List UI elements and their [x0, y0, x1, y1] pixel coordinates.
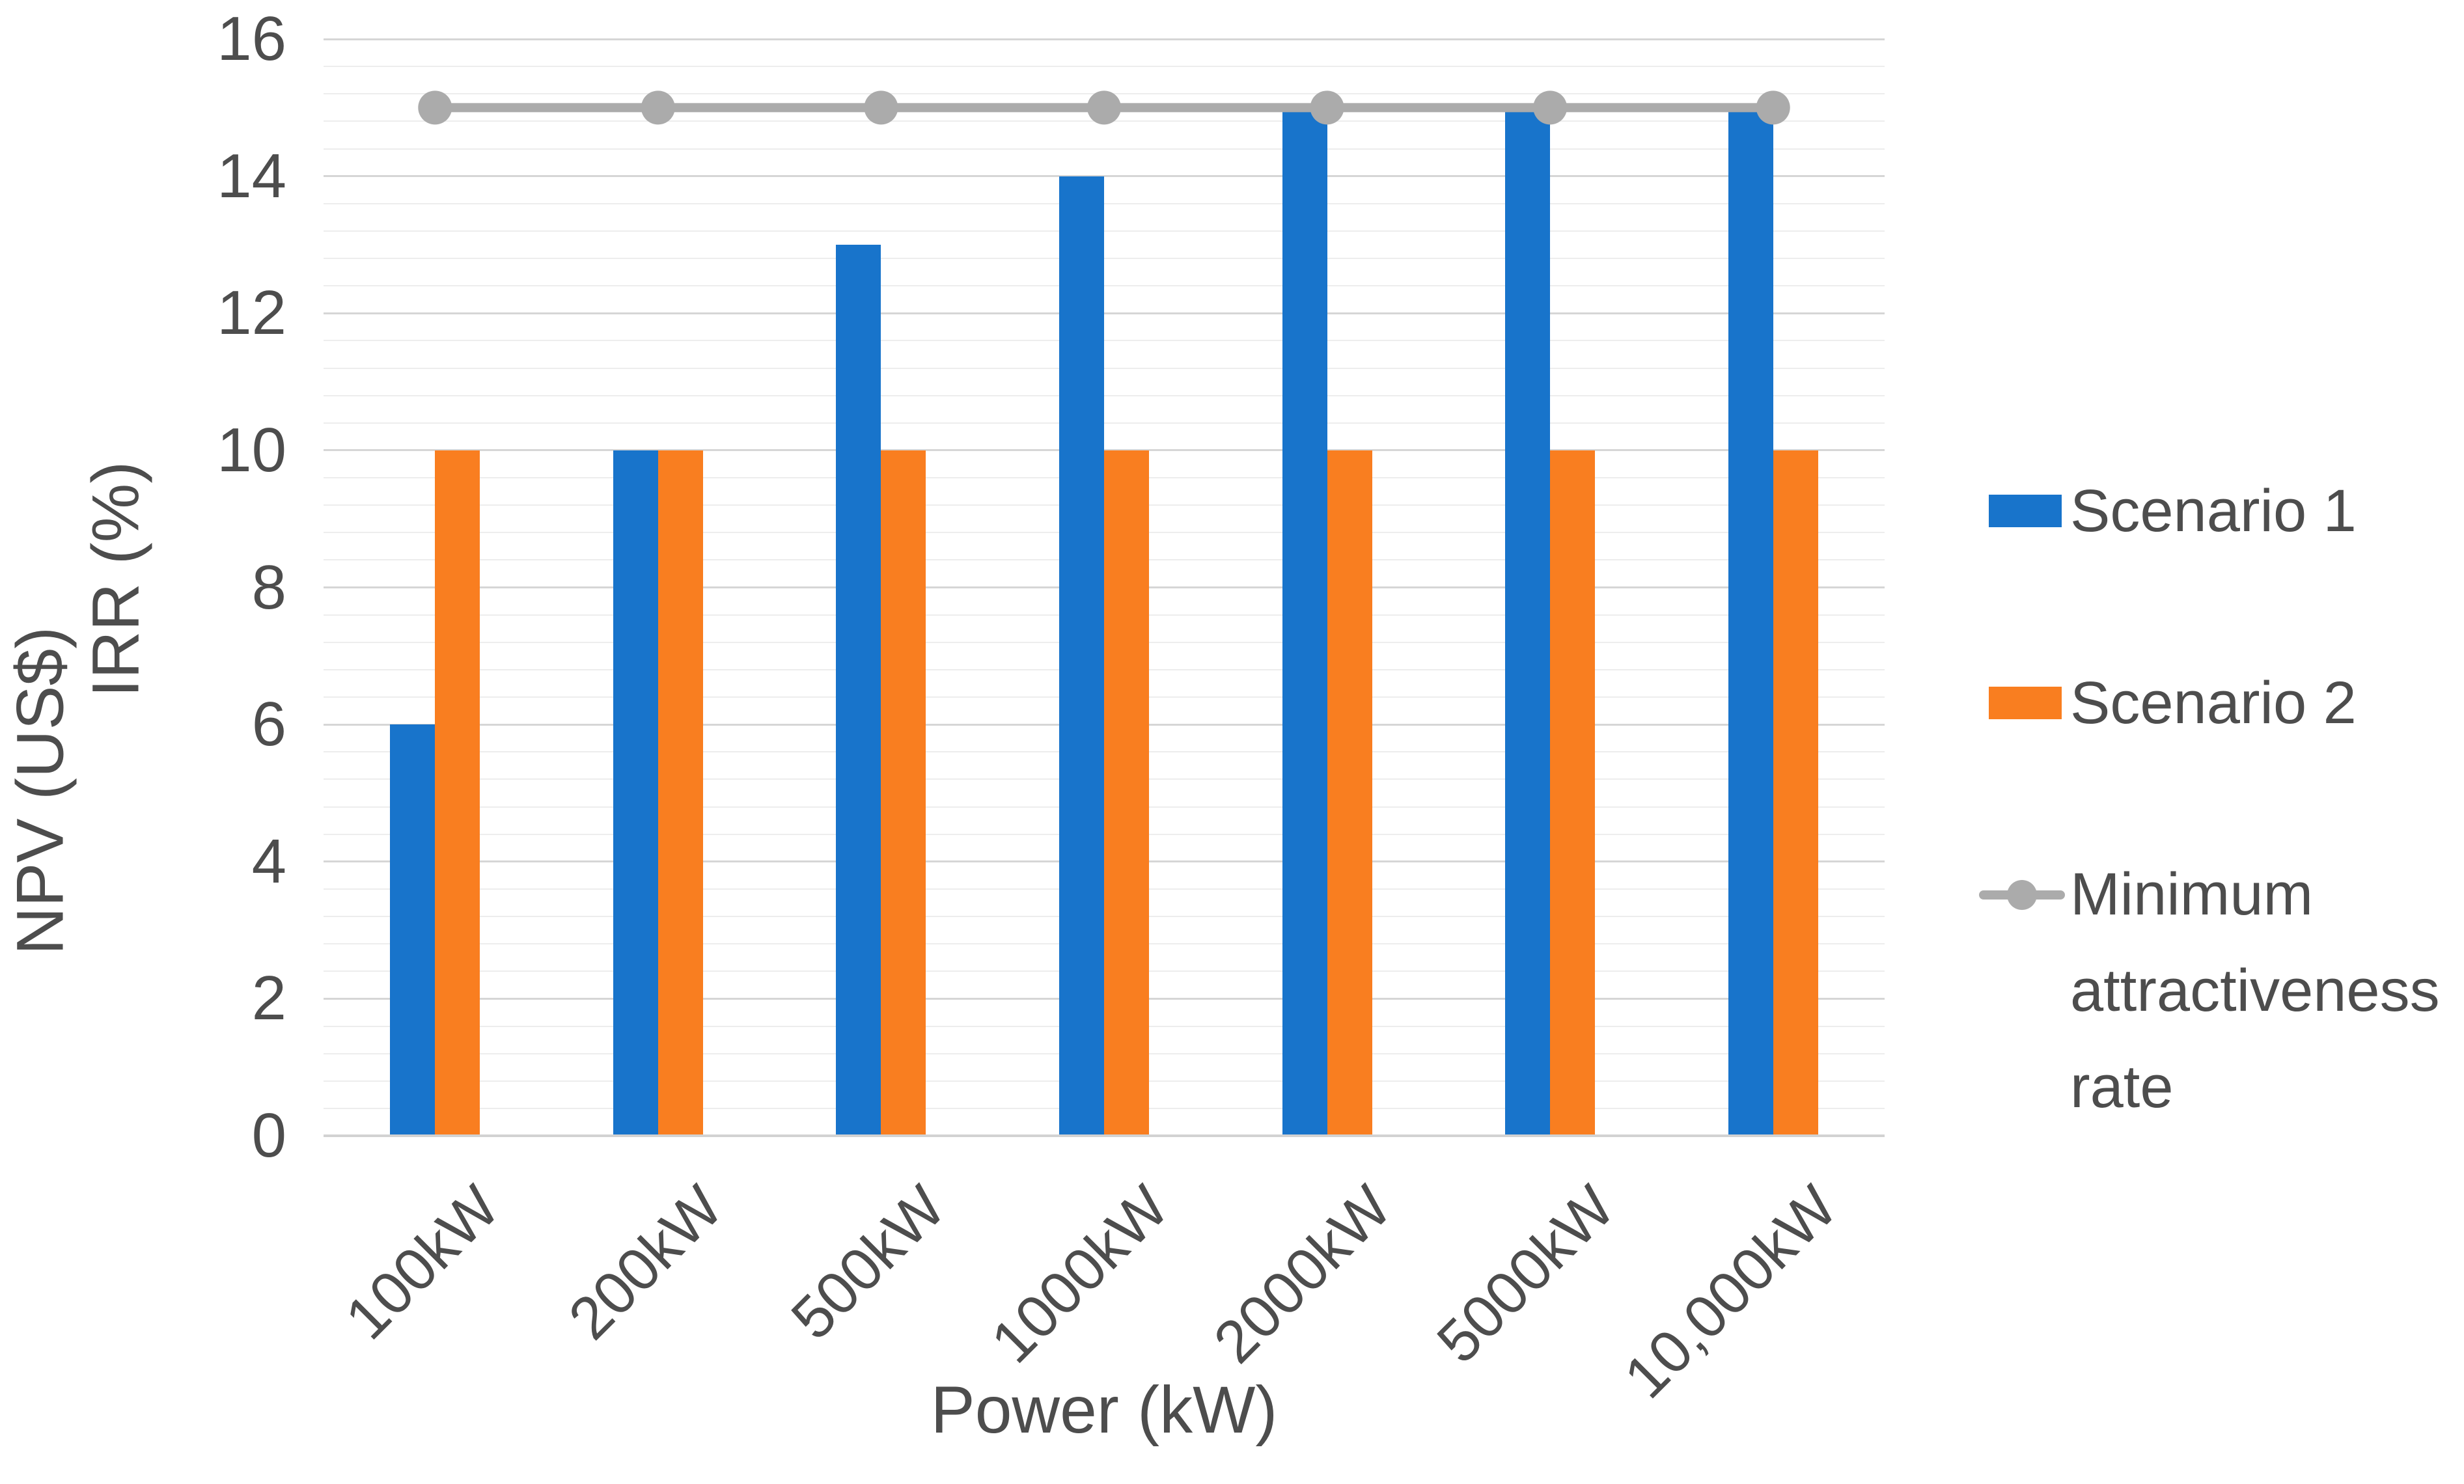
y-tick-label: 16	[217, 4, 286, 74]
line-marker-icon	[1087, 90, 1121, 125]
x-tick-label: 5000kW	[1424, 1173, 1627, 1376]
bar-scenario-2-100kW	[435, 450, 480, 1136]
gridline-major	[324, 175, 1885, 178]
y-tick-label: 2	[251, 963, 286, 1034]
y-tick-label: 14	[217, 141, 286, 211]
bar-scenario-1-500kW	[836, 244, 881, 1136]
bar-scenario-1-200kW	[613, 450, 658, 1136]
gridline-major	[324, 38, 1885, 40]
y-tick-label: 8	[251, 552, 286, 622]
y-axis-title-irr: IRR (%)	[78, 461, 153, 698]
y-tick-label: 0	[251, 1101, 286, 1170]
gridline-minor	[324, 66, 1885, 68]
bar-scenario-2-200kW	[658, 450, 703, 1136]
line-marker-icon	[641, 90, 675, 125]
gridline-minor	[324, 230, 1885, 232]
bar-scenario-1-2000kW	[1282, 107, 1327, 1136]
bar-scenario-1-100kW	[390, 724, 436, 1136]
legend-label-minimum-attractiveness-rate: Minimum attractiveness rate	[2070, 861, 2440, 1120]
gridline-minor	[324, 340, 1885, 342]
bar-scenario-2-10,000kW	[1773, 450, 1818, 1136]
x-tick-label: 200kW	[556, 1173, 735, 1353]
line-marker-icon	[418, 90, 452, 125]
legend-label-scenario-1: Scenario 1	[2070, 478, 2357, 544]
x-tick-label: 2000kW	[1201, 1173, 1404, 1376]
gridline-minor	[324, 394, 1885, 396]
y-tick-label: 6	[251, 689, 286, 760]
bar-scenario-1-5000kW	[1505, 107, 1551, 1136]
y-tick-label: 12	[217, 278, 286, 348]
gridline-minor	[324, 367, 1885, 369]
x-tick-label: 500kW	[779, 1173, 958, 1353]
y-tick-label: 4	[251, 826, 286, 896]
legend-line-marker-icon	[2007, 880, 2037, 910]
gridline-major	[324, 312, 1885, 314]
bar-scenario-2-500kW	[881, 450, 926, 1136]
gridline-minor	[324, 202, 1885, 204]
line-marker-icon	[864, 90, 898, 125]
x-axis-line	[324, 1134, 1885, 1137]
legend-swatch-scenario-2	[1989, 687, 2062, 719]
x-tick-label: 10,000kW	[1612, 1173, 1850, 1411]
x-axis-title: Power (kW)	[930, 1373, 1278, 1447]
gridline-minor	[324, 148, 1885, 150]
bar-scenario-2-5000kW	[1550, 450, 1596, 1136]
gridline-minor	[324, 120, 1885, 122]
y-tick-label: 10	[217, 415, 286, 485]
bar-scenario-1-10,000kW	[1728, 107, 1773, 1136]
legend-label-scenario-2: Scenario 2	[2070, 670, 2357, 736]
gridline-minor	[324, 285, 1885, 287]
bar-scenario-2-2000kW	[1327, 450, 1372, 1136]
bar-scenario-2-1000kW	[1104, 450, 1149, 1136]
gridline-minor	[324, 93, 1885, 95]
x-tick-label: 1000kW	[978, 1173, 1181, 1376]
legend-swatch-scenario-1	[1989, 495, 2062, 527]
gridline-minor	[324, 422, 1885, 424]
gridline-minor	[324, 258, 1885, 259]
y-axis-title-npv: NPV (US$)	[3, 626, 77, 955]
x-tick-label: 100kW	[333, 1173, 512, 1353]
bar-scenario-1-1000kW	[1059, 176, 1104, 1136]
